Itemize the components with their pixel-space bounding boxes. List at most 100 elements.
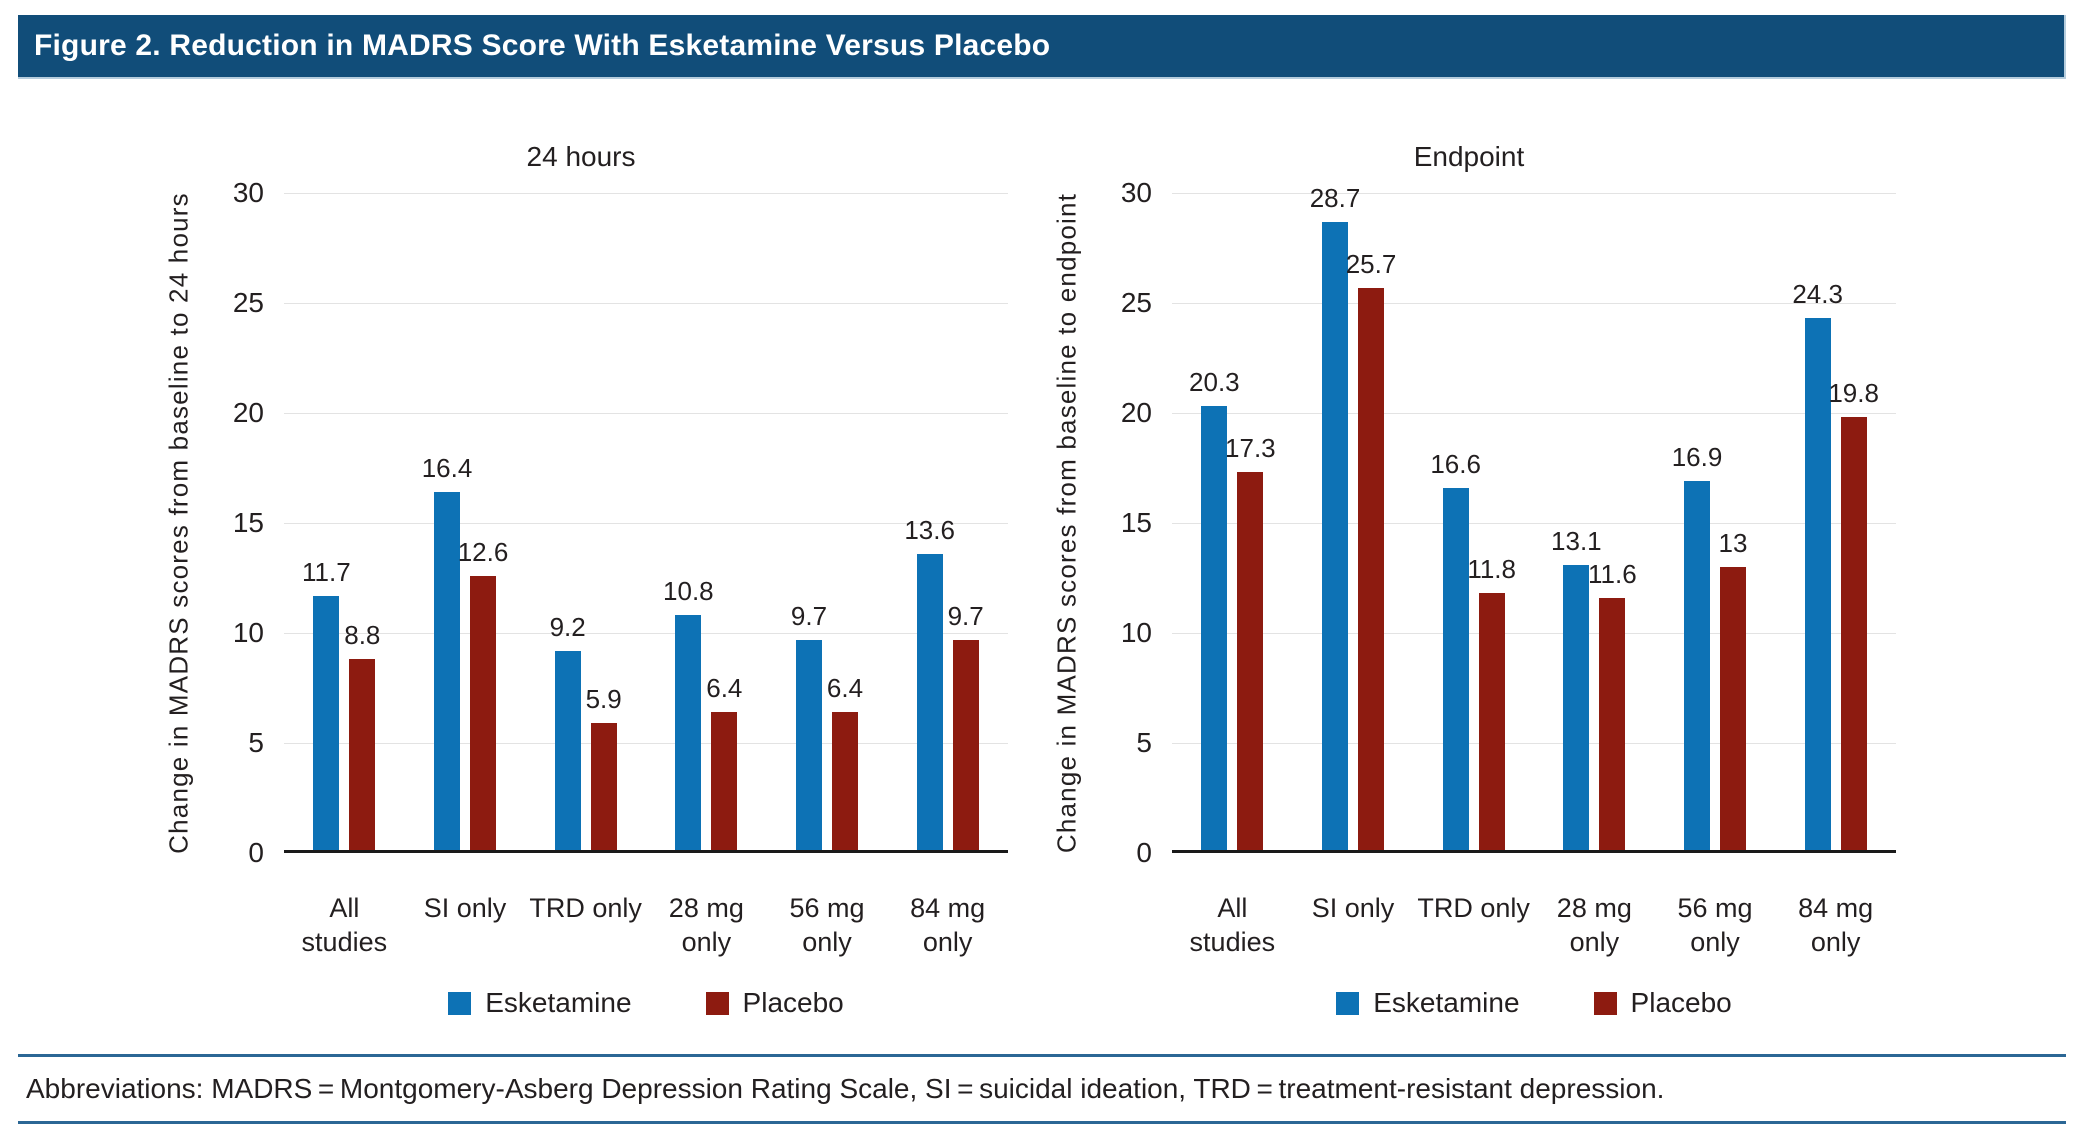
- chart-endpoint: Endpoint Change in MADRS scores from bas…: [1042, 120, 1922, 1025]
- bar-value-label: 24.3: [1792, 279, 1843, 310]
- figure-title-bar: Figure 2. Reduction in MADRS Score With …: [18, 15, 2066, 79]
- bar-esketamine: [796, 639, 822, 853]
- bar-placebo: [470, 575, 496, 853]
- legend: Esketamine Placebo: [284, 987, 1008, 1019]
- bar-slot-placebo: 6.4: [706, 673, 742, 853]
- bar-esketamine: [916, 553, 943, 853]
- y-tick-label: 10: [1120, 617, 1152, 648]
- figure-title: Figure 2. Reduction in MADRS Score With …: [34, 29, 1051, 62]
- x-category-label-trd-only: TRD only: [1389, 891, 1559, 925]
- bar-slot-placebo: 13: [1719, 528, 1747, 853]
- x-category-label-line: only: [1810, 927, 1861, 957]
- bar-slot-esketamine: 24.3: [1792, 279, 1843, 853]
- bar-slot-esketamine: 16.4: [422, 453, 472, 853]
- x-category-label-line: only: [1569, 927, 1620, 957]
- x-category-label-si-only: SI only: [1268, 891, 1438, 925]
- bar-value-label: 10.8: [663, 576, 714, 607]
- bar-slot-esketamine: 16.9: [1672, 442, 1722, 853]
- bar-value-label: 9.7: [947, 600, 984, 631]
- bar-slot-placebo: 8.8: [344, 620, 380, 853]
- bar-placebo: [349, 659, 376, 853]
- bar-value-label: 16.6: [1430, 448, 1481, 479]
- bar-group-all-studies: 20.3 17.3: [1189, 367, 1276, 853]
- x-category-label-56-mg-only: 56 mg only: [742, 891, 912, 959]
- bar-slot-esketamine: 13.1: [1551, 526, 1602, 853]
- legend-item-esketamine: Esketamine: [448, 987, 632, 1019]
- bar-esketamine: [434, 492, 460, 853]
- bar-placebo: [1840, 417, 1867, 853]
- bar-esketamine: [1442, 487, 1469, 853]
- bar-slot-placebo: 9.7: [948, 601, 984, 853]
- bar-slot-esketamine: 13.6: [904, 515, 955, 853]
- abbreviations-text: Abbreviations: MADRS = Montgomery-Asberg…: [26, 1073, 1665, 1104]
- x-category-label-line: 56 mg: [789, 893, 865, 923]
- x-category-label-line: All: [329, 893, 360, 923]
- bar-value-label: 16.4: [421, 453, 473, 484]
- x-category-label-line: 28 mg: [668, 893, 744, 923]
- gridline: [1172, 633, 1896, 634]
- bar-placebo: [1599, 597, 1626, 853]
- bar-slot-placebo: 17.3: [1225, 433, 1276, 853]
- bar-group-56-mg-only: 9.7 6.4: [791, 601, 863, 853]
- x-category-label-line: studies: [301, 927, 388, 957]
- bar-value-label: 5.9: [585, 684, 622, 715]
- placebo-swatch-icon: [705, 991, 729, 1015]
- bar-group-trd-only: 9.2 5.9: [550, 612, 622, 853]
- abbreviations-footer: Abbreviations: MADRS = Montgomery-Asberg…: [18, 1054, 2066, 1124]
- bar-esketamine: [1201, 406, 1228, 853]
- x-category-label-line: SI only: [1311, 893, 1395, 923]
- bar-value-label: 16.9: [1671, 442, 1723, 473]
- bar-placebo: [832, 712, 858, 853]
- bar-value-label: 20.3: [1189, 367, 1240, 398]
- bar-group-84-mg-only: 24.3 19.8: [1792, 279, 1879, 853]
- y-tick-label: 30: [1120, 177, 1152, 208]
- gridline: [284, 633, 1008, 634]
- bar-placebo: [711, 712, 738, 853]
- bar-esketamine: [1684, 481, 1710, 853]
- x-category-label-84-mg-only: 84 mg only: [863, 891, 1033, 959]
- bar-group-trd-only: 16.6 11.8: [1430, 449, 1516, 853]
- x-category-label-line: only: [1690, 927, 1740, 957]
- x-category-label-line: All: [1217, 893, 1248, 923]
- bar-slot-esketamine: 28.7: [1310, 183, 1360, 853]
- gridline: [1172, 303, 1896, 304]
- placebo-swatch-icon: [1593, 991, 1617, 1015]
- x-category-label-84-mg-only: 84 mg only: [1751, 891, 1921, 959]
- bar-esketamine: [1563, 564, 1590, 853]
- gridline: [1172, 193, 1896, 194]
- gridline: [284, 523, 1008, 524]
- plot-area: 20.3 17.3 28.7 25.7 16.6 11.8 13.1 11.6 16.9 13 24…: [1172, 183, 1896, 853]
- bar-slot-placebo: 11.8: [1467, 554, 1516, 853]
- y-axis-title-area: Change in MADRS scores from baseline to …: [154, 192, 204, 854]
- x-axis-labels: All studies SI only TRD only 28 mg only 56 mg o…: [1172, 853, 1896, 965]
- bar-slot-placebo: 5.9: [586, 684, 622, 853]
- x-category-label-28-mg-only: 28 mg only: [621, 891, 791, 959]
- x-category-label-line: 28 mg: [1556, 893, 1632, 923]
- x-category-label-line: studies: [1189, 927, 1276, 957]
- bar-esketamine: [1322, 221, 1348, 853]
- bar-group-all-studies: 11.7 8.8: [302, 557, 380, 853]
- bar-value-label: 11.7: [301, 556, 351, 587]
- x-category-label-line: only: [922, 927, 973, 957]
- bar-slot-placebo: 12.6: [458, 537, 508, 853]
- bar-group-si-only: 28.7 25.7: [1310, 183, 1396, 853]
- bar-slot-placebo: 19.8: [1828, 378, 1879, 853]
- y-tick-label: 20: [232, 397, 264, 428]
- bar-placebo: [590, 723, 617, 853]
- legend-label: Placebo: [1630, 987, 1732, 1018]
- gridline: [284, 193, 1008, 194]
- bar-value-label: 11.6: [1587, 558, 1637, 589]
- x-category-label-all-studies: All studies: [259, 891, 429, 959]
- bar-group-28-mg-only: 10.8 6.4: [663, 576, 742, 853]
- bar-slot-esketamine: 11.7: [302, 557, 351, 853]
- x-category-label-28-mg-only: 28 mg only: [1509, 891, 1679, 959]
- bar-placebo: [1358, 287, 1384, 853]
- bar-placebo: [1237, 472, 1264, 853]
- legend-item-esketamine: Esketamine: [1336, 987, 1520, 1019]
- x-category-label-line: TRD only: [529, 893, 642, 923]
- bar-placebo: [1720, 567, 1746, 853]
- bar-value-label: 13: [1718, 528, 1748, 558]
- bar-value-label: 28.7: [1309, 182, 1361, 213]
- chart-24-hours: 24 hours Change in MADRS scores from bas…: [154, 120, 1034, 1025]
- gridline: [284, 303, 1008, 304]
